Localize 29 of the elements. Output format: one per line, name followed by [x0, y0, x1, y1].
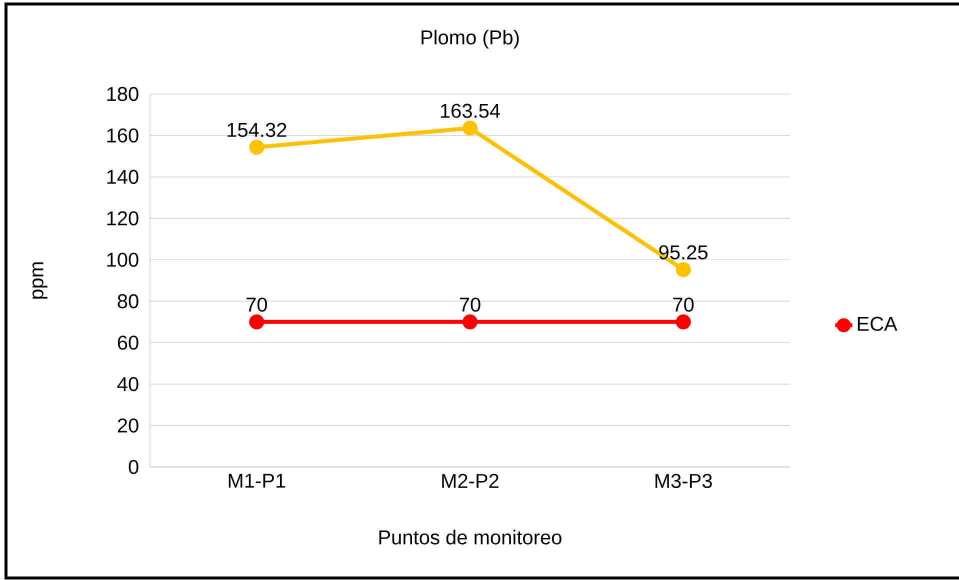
x-tick-label: M2-P2: [442, 474, 498, 488]
y-tick-label: 140: [107, 170, 138, 184]
point: [462, 120, 478, 136]
y-tick-label: 80: [118, 294, 138, 308]
point: [676, 262, 691, 278]
y-tick-label: 180: [107, 86, 138, 102]
x-axis-title: Puntos de monitoreo: [379, 530, 562, 544]
point: [462, 314, 478, 330]
data-label: 70: [460, 298, 480, 312]
data-label: 95.25: [659, 245, 708, 260]
data-label: 70: [673, 298, 694, 312]
point: [676, 314, 691, 330]
data-label: 154.32: [228, 122, 286, 137]
y-tick-label: 60: [118, 336, 138, 350]
y-tick-label: 0: [128, 460, 138, 474]
y-axis-title: ppm: [32, 262, 48, 299]
y-tick-label: 20: [118, 418, 138, 433]
chart-title: Plomo (Pb): [422, 30, 519, 48]
y-tick-label: 100: [107, 252, 138, 267]
legend-label: ECA: [858, 316, 898, 331]
data-label: 70: [246, 298, 268, 312]
y-tick-label: 160: [107, 128, 138, 143]
x-tick-label: M1-P1: [228, 474, 286, 488]
y-tick-label: 120: [107, 211, 138, 226]
data-label: 163.54: [440, 104, 500, 118]
point: [249, 314, 264, 330]
point: [249, 140, 264, 155]
x-tick-label: M3-P3: [656, 474, 712, 488]
y-tick-label: 40: [117, 377, 138, 392]
